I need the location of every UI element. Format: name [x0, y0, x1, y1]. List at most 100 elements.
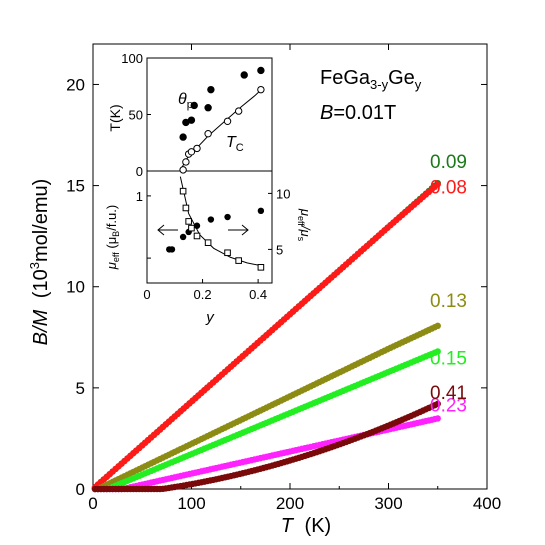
field-value: =0.01T [333, 102, 396, 124]
data-point [434, 322, 441, 330]
data-point [434, 181, 441, 188]
inset-theta-symbol: θ [178, 91, 187, 108]
inset-left-arrow [157, 224, 178, 236]
inset-x-tick-label: 0 [143, 287, 150, 302]
formula-base: FeGa [320, 67, 371, 89]
inset-bottom-point [224, 249, 231, 257]
inset-left-y-tick-label: 1 [136, 189, 143, 204]
inset-top-series-TC [179, 85, 265, 174]
main-x-tick-label: 100 [177, 494, 205, 513]
inset-bottom-point [188, 224, 195, 232]
formula-mid: Ge [388, 67, 415, 89]
main-y-tick-label: 10 [66, 278, 85, 297]
inset-top-point [179, 133, 187, 141]
y-axis-label: B/M (103mol/emu) [27, 179, 52, 346]
formula-sub1: 3-y [370, 77, 389, 92]
inset-top-point [204, 130, 212, 138]
inset-x-label: y [205, 309, 215, 326]
inset-bottom-point [185, 218, 192, 225]
formula-sub2: y [415, 77, 422, 92]
series-label-0.23: 0.23 [430, 395, 467, 416]
inset-right-label-symbol: μ [298, 208, 313, 216]
inset-top-point [257, 85, 265, 94]
inset-ticks: 0 50 100 0 0.2 0.4 1 5 10 [121, 51, 290, 302]
main-x-tick-label: 400 [473, 494, 501, 513]
inset-top-point [204, 104, 212, 112]
y-axis-label-unit-post: mol/emu) [30, 179, 52, 262]
main-x-tick-label: 300 [374, 494, 402, 513]
inset-right-y-label: μeff/μs [296, 208, 313, 242]
inset-theta-label: θp [178, 91, 193, 111]
y-axis-label-unit-exp: 3 [27, 262, 42, 269]
inset-bottom-point [179, 233, 187, 241]
series-0.41 [91, 400, 441, 493]
data-point [434, 348, 441, 355]
series-label-0.15: 0.15 [430, 348, 467, 369]
inset-right-label-mid: /μ [298, 225, 313, 237]
inset-top-point [190, 101, 198, 110]
inset-bottom-point [193, 232, 201, 240]
inset-top-point [234, 107, 243, 115]
inset-left-y-label: μeff (μB/f.u.) [104, 205, 121, 270]
series-label-0.08: 0.08 [430, 177, 467, 198]
inset-bottom-frame [146, 170, 273, 284]
inset-right-y-tick-label: 5 [276, 242, 283, 257]
inset-bottom-fit-curve [179, 176, 264, 267]
inset-top-y-tick-label: 0 [136, 164, 143, 179]
main-x-tick-label: 200 [276, 494, 304, 513]
inset-bottom-point [257, 207, 265, 215]
inset-top-point [179, 166, 187, 174]
inset-tc-symbol: T [226, 134, 237, 151]
inset-top-point [187, 148, 196, 156]
inset-tc-label: TC [226, 134, 244, 154]
formula-annotation: FeGa3-yGey [320, 67, 422, 92]
inset-top-y-tick-label: 50 [129, 108, 143, 123]
inset-bottom-point [204, 239, 212, 246]
inset-top-point [240, 71, 248, 79]
inset-left-label-sub: eff [111, 252, 121, 262]
y-axis-label-unit-pre: (10 [30, 269, 52, 298]
inset-left-label-open: (μ [104, 237, 119, 252]
inset-left-label-symbol: μ [104, 262, 119, 270]
series-label-0.09: 0.09 [430, 152, 467, 173]
main-y-tick-label: 0 [76, 480, 85, 499]
inset-bottom-point [182, 204, 190, 212]
main-x-tick-label: 0 [88, 494, 97, 513]
inset-top-point [207, 85, 215, 94]
inset-top-fit-curve [179, 87, 265, 172]
x-axis-label-symbol: T [281, 515, 295, 537]
inset-top-point [187, 116, 196, 124]
series-0.13 [91, 322, 441, 493]
field-annotation: B=0.01T [320, 102, 396, 124]
main-y-tick-label: 5 [76, 379, 85, 398]
inset-bottom-series-μeff/μs [179, 176, 265, 271]
field-symbol: B [320, 102, 333, 124]
data-point [434, 415, 441, 422]
inset-top-series-θp [179, 66, 265, 141]
inset-bottom-series [166, 176, 265, 271]
inset-left-label-sub2: B [111, 231, 121, 237]
inset-bottom-point [179, 187, 187, 195]
series-label-0.13: 0.13 [430, 291, 467, 312]
inset-top-point [193, 144, 201, 153]
inset-x-tick-label: 0.2 [194, 287, 212, 302]
inset-top-point [182, 158, 190, 166]
inset-tc-sub: C [236, 142, 244, 154]
main-y-tick-label: 20 [66, 75, 85, 94]
inset-bottom-point [257, 264, 265, 271]
inset-right-arrow [228, 224, 249, 236]
y-axis-label-symbol: B/M [30, 309, 52, 345]
inset-theta-sub: p [187, 99, 193, 111]
inset-top-point [223, 117, 232, 125]
inset-left-label-close: /f.u.) [104, 205, 119, 231]
main-x-ticks: 0 100 200 300 400 [88, 44, 501, 513]
main-series [91, 179, 441, 493]
inset-right-y-tick-label: 10 [276, 186, 290, 201]
inset-bottom-point [168, 246, 176, 253]
inset-bottom-point [207, 216, 215, 223]
series-0.08 [91, 181, 441, 491]
main-y-tick-label: 15 [66, 177, 85, 196]
inset-top-y-label: T(K) [107, 104, 123, 131]
